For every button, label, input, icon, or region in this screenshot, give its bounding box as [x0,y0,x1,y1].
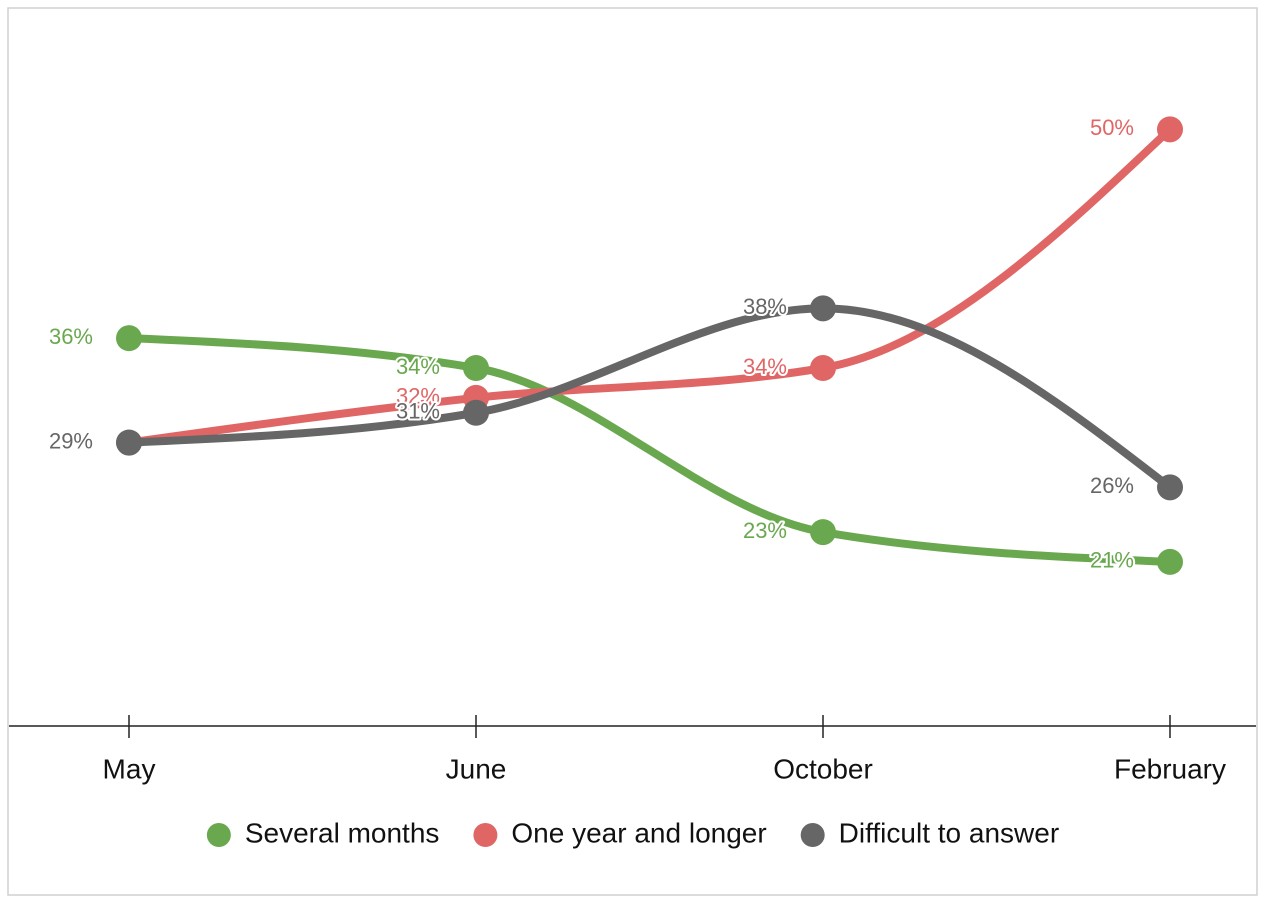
legend-marker [800,823,825,847]
data-label: 34% [396,354,440,379]
data-labels: 36%34%23%21%29%32%34%50%29%31%38%26% [47,113,1136,575]
data-label: 29% [49,428,93,453]
data-point [810,519,836,546]
data-label: 34% [743,354,787,379]
series-line [125,334,1174,566]
data-label: 21% [1090,548,1134,573]
data-label: 23% [743,518,787,543]
data-point [1157,548,1183,575]
data-point [463,355,489,381]
data-point [1157,474,1183,501]
x-tick-label: May [103,753,156,784]
x-tick-label: October [773,753,873,784]
series-line [125,304,1174,492]
data-point [810,355,836,381]
data-label: 29% [49,428,93,453]
series-line [125,125,1174,447]
legend: Several months One year and longer Difficu… [206,817,1059,848]
legend-label: Several months [245,817,440,848]
data-label: 50% [1090,115,1134,140]
data-label: 36% [49,324,93,349]
data-label: 26% [1090,473,1134,498]
data-point [116,325,142,352]
x-tick-label: February [1114,753,1226,784]
legend-marker [473,823,498,847]
data-point [463,399,489,426]
legend-label: One year and longer [511,817,766,848]
x-tick-label: June [446,753,507,784]
data-point [1157,116,1183,143]
data-point [810,295,836,322]
data-label: 32% [396,384,440,409]
data-point [116,429,142,456]
data-label: 31% [396,399,440,424]
data-label: 38% [743,294,787,319]
chart-frame [7,7,1258,896]
legend-marker [206,823,231,847]
legend-label: Difficult to answer [839,817,1059,848]
